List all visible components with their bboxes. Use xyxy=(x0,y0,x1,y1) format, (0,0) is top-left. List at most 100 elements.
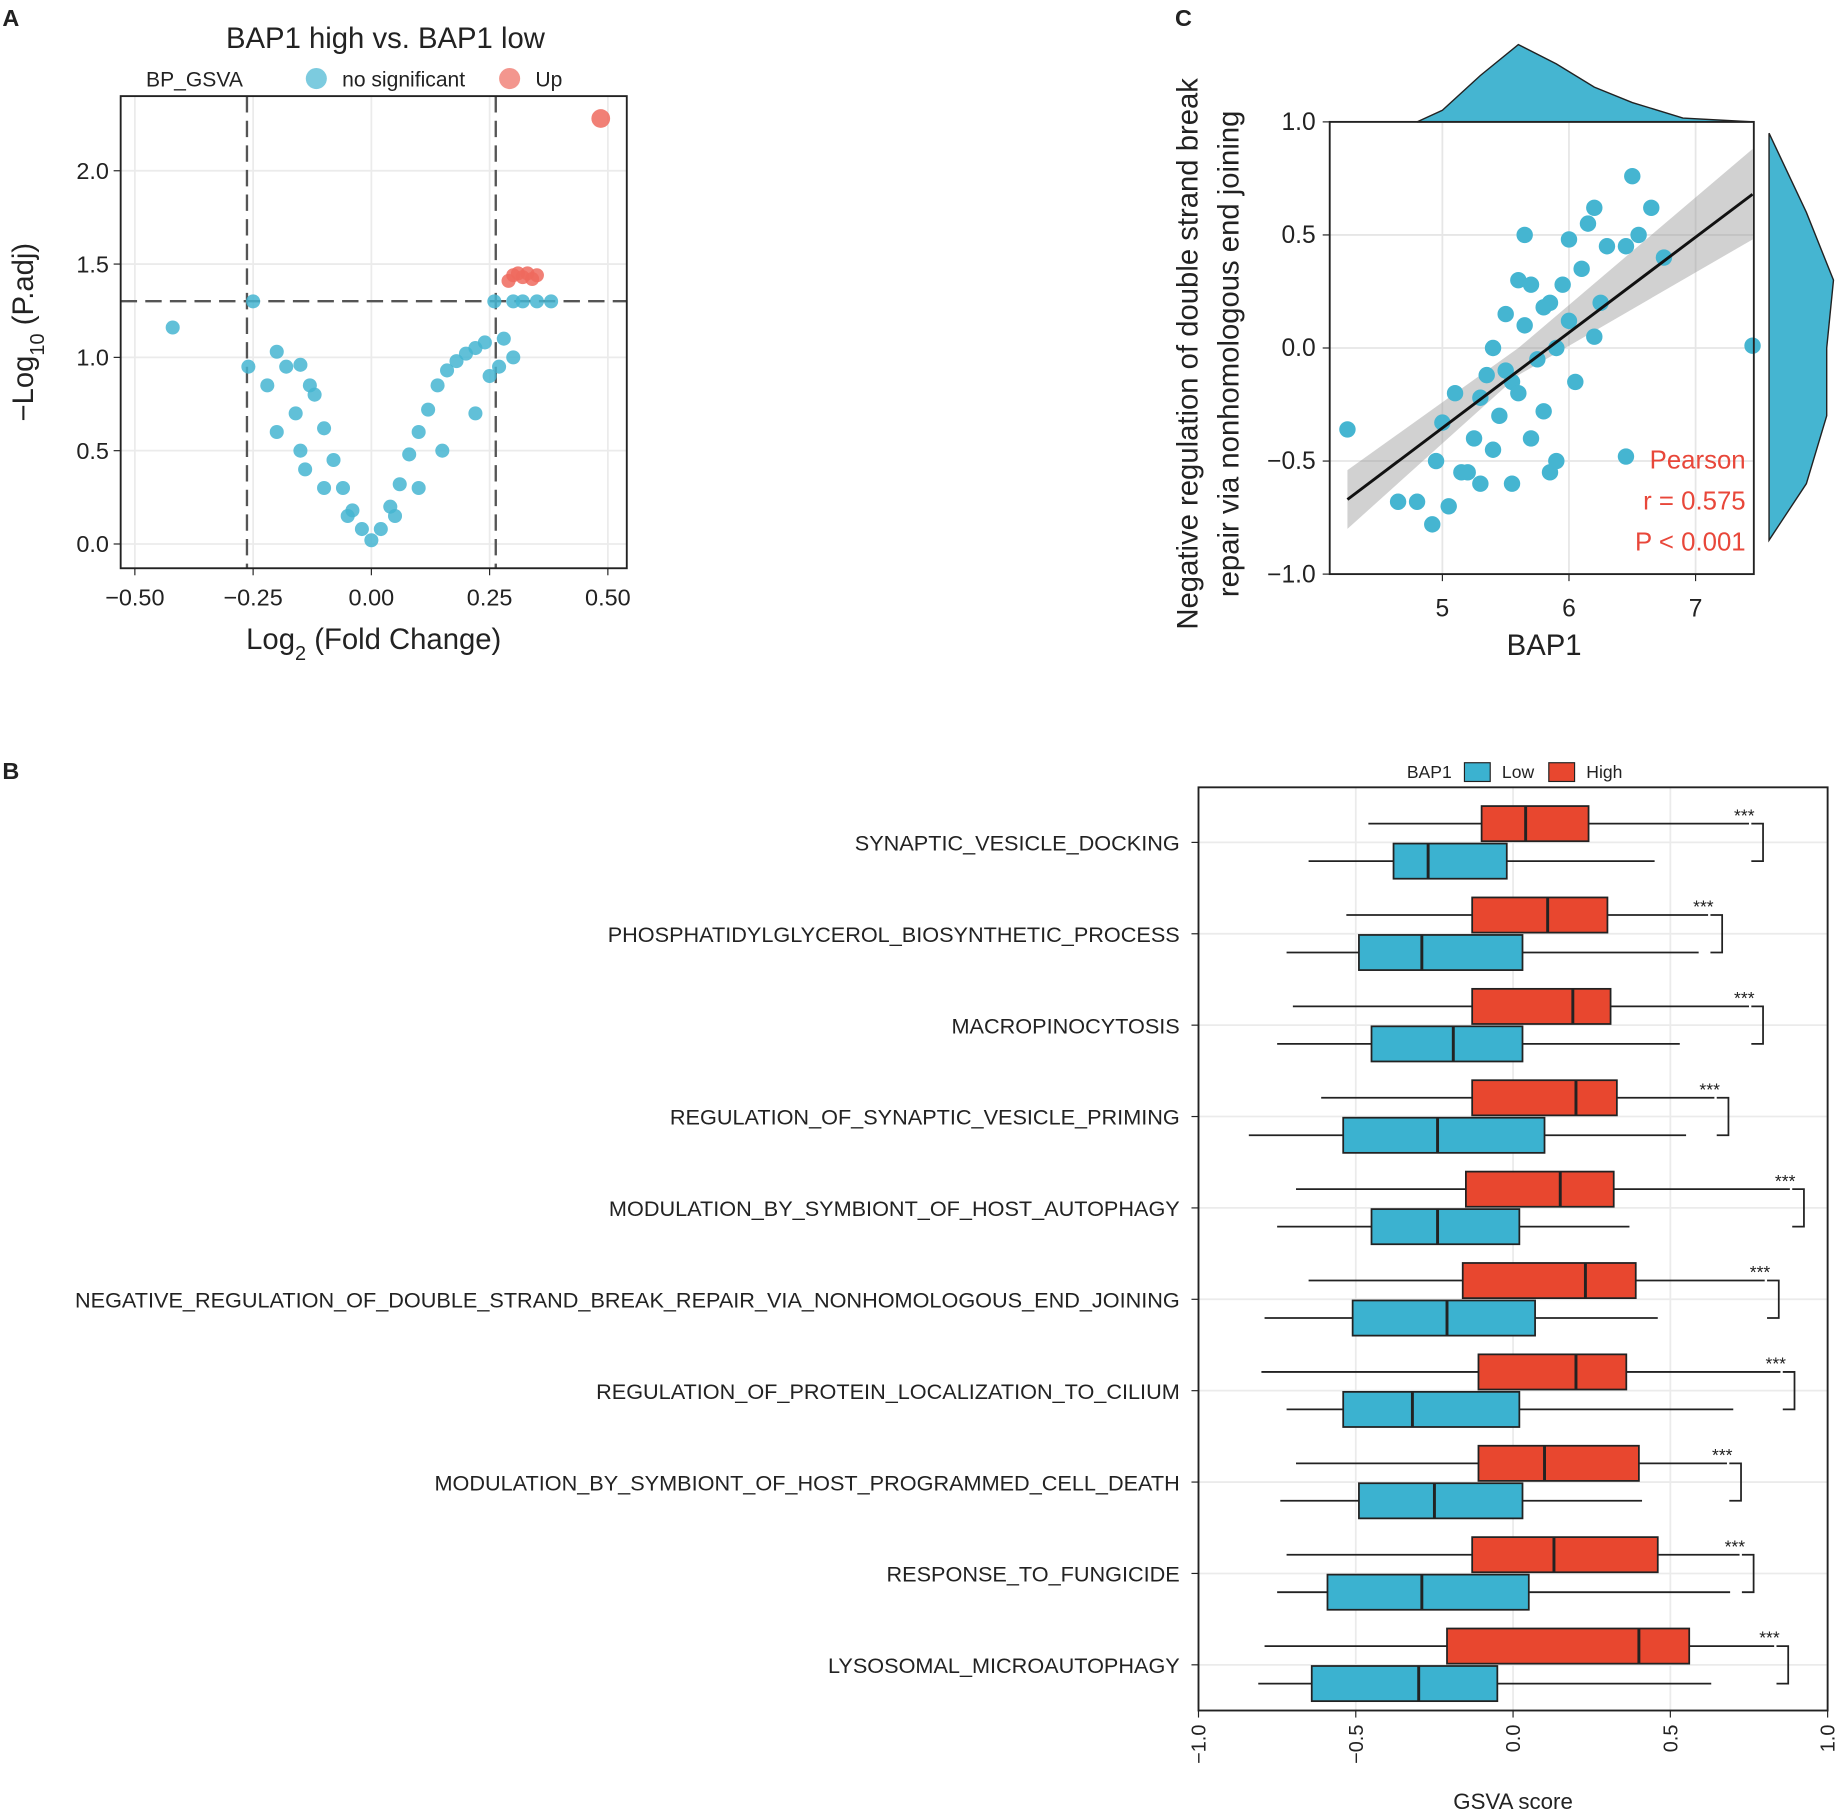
point xyxy=(246,294,261,309)
point xyxy=(1484,441,1502,458)
y-tick-label: −0.5 xyxy=(1267,448,1316,475)
significance-label: *** xyxy=(1693,897,1714,917)
point xyxy=(468,406,483,421)
point xyxy=(1522,276,1540,293)
point xyxy=(392,477,407,492)
point xyxy=(340,508,355,524)
box xyxy=(1326,1573,1530,1611)
y-axis-title-part: −Log xyxy=(7,356,40,422)
box xyxy=(1477,1444,1640,1482)
significance-label: *** xyxy=(1712,1445,1733,1465)
point xyxy=(335,480,351,496)
box xyxy=(1342,1116,1546,1154)
point xyxy=(529,294,544,309)
significance-bracket xyxy=(1776,1645,1790,1685)
point xyxy=(1427,452,1445,470)
point xyxy=(317,480,332,496)
significance-label: *** xyxy=(1699,1079,1720,1099)
x-axis-title: Log2 (Fold Change) xyxy=(246,623,501,665)
category-label: NEGATIVE_REGULATION_OF_DOUBLE_STRAND_BRE… xyxy=(75,1288,1180,1313)
point xyxy=(1617,238,1635,255)
point xyxy=(1459,464,1476,481)
y-tick-label: 0.5 xyxy=(76,438,109,464)
box xyxy=(1370,1208,1521,1246)
point xyxy=(1579,215,1597,232)
plot-frame xyxy=(1328,120,1755,576)
point xyxy=(1516,226,1533,244)
legend-swatch xyxy=(499,67,521,90)
point xyxy=(1339,421,1356,438)
point xyxy=(1560,312,1578,330)
significance-label: *** xyxy=(1734,805,1755,825)
point xyxy=(591,109,611,128)
x-axis-title-part: 2 xyxy=(295,643,306,665)
point xyxy=(1503,475,1521,492)
point xyxy=(430,378,445,393)
point xyxy=(298,462,313,477)
category-label: MODULATION_BY_SYMBIONT_OF_HOST_AUTOPHAGY xyxy=(609,1196,1180,1221)
point xyxy=(1510,385,1527,402)
point xyxy=(1586,328,1603,345)
annotation: r = 0.575 xyxy=(1643,488,1745,516)
y-axis-title: −Log10 (P.adj) xyxy=(7,243,49,422)
point xyxy=(1478,366,1495,384)
point xyxy=(1389,493,1407,510)
point xyxy=(496,331,511,346)
y-tick-label: 2.0 xyxy=(76,158,109,184)
point xyxy=(317,421,332,436)
x-axis-title-part: (Fold Change) xyxy=(306,623,501,656)
point xyxy=(1434,414,1451,431)
y-axis-title-part: 10 xyxy=(27,333,49,355)
x-tick-label: −0.5 xyxy=(1346,1725,1368,1764)
x-tick-label: 5 xyxy=(1436,595,1450,622)
box xyxy=(1342,1390,1521,1428)
point xyxy=(293,357,308,372)
point xyxy=(1497,305,1514,323)
y-tick-label: 0.5 xyxy=(1281,222,1315,249)
box xyxy=(1471,1079,1618,1117)
annotation: Pearson xyxy=(1650,447,1746,475)
point xyxy=(364,533,379,548)
point xyxy=(477,335,492,350)
point xyxy=(402,447,417,462)
y-density xyxy=(1768,132,1835,543)
point xyxy=(1440,498,1457,515)
point xyxy=(1548,452,1565,470)
significance-bracket xyxy=(1716,1096,1730,1137)
point xyxy=(421,402,436,417)
point xyxy=(1554,276,1571,293)
significance-label: *** xyxy=(1750,1262,1771,1282)
legend-label: Up xyxy=(535,69,562,92)
x-axis-title-part: Log xyxy=(246,623,295,656)
panel-label: B xyxy=(2,758,19,784)
point xyxy=(515,294,530,309)
y-axis-title-part: (P.adj) xyxy=(7,243,40,334)
point xyxy=(373,522,388,537)
point xyxy=(1541,294,1559,311)
point xyxy=(1522,430,1540,447)
point xyxy=(440,363,455,378)
point xyxy=(449,354,464,369)
y-tick-label: 0.0 xyxy=(1281,335,1315,362)
point xyxy=(487,294,502,309)
significance-bracket xyxy=(1741,1553,1755,1594)
legend-label: no significant xyxy=(342,69,465,92)
y-tick-label: 1.0 xyxy=(1281,109,1315,136)
confidence-band xyxy=(1347,149,1753,529)
point xyxy=(1617,448,1635,465)
point xyxy=(1630,226,1647,244)
point xyxy=(293,443,308,458)
legend-label: High xyxy=(1586,762,1622,782)
y-axis-title: Negative regulation of double strand bre… xyxy=(1171,78,1204,630)
box xyxy=(1392,842,1508,880)
point xyxy=(1535,403,1552,420)
significance-bracket xyxy=(1751,822,1764,863)
x-tick-label: −0.50 xyxy=(105,585,164,611)
category-label: REGULATION_OF_SYNAPTIC_VESICLE_PRIMING xyxy=(670,1105,1180,1130)
y-tick-label: −1.0 xyxy=(1267,561,1316,588)
legend-label: Low xyxy=(1502,762,1535,782)
x-tick-label: 0.00 xyxy=(349,585,395,611)
legend-swatch xyxy=(305,67,327,90)
point xyxy=(501,273,516,288)
